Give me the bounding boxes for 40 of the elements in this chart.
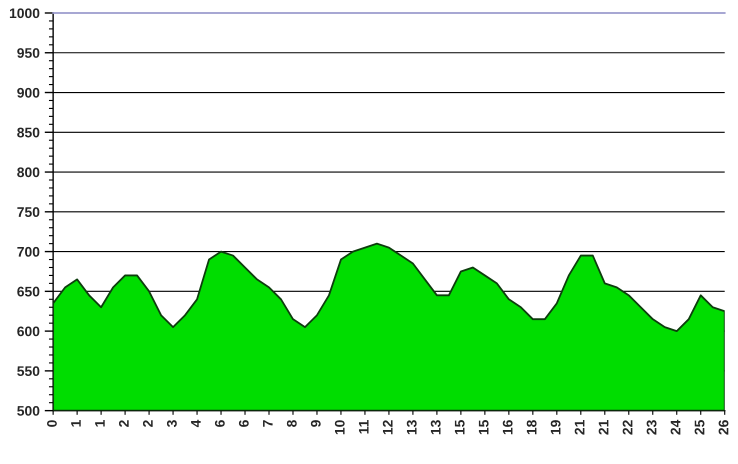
x-tick-label: 26 — [718, 420, 728, 435]
y-tick-label: 1000 — [10, 8, 40, 18]
x-tick-label: 15 — [478, 420, 489, 434]
x-tick-label: 4 — [191, 420, 201, 428]
y-tick-label: 500 — [17, 406, 40, 416]
x-tick-label: 12 — [382, 420, 393, 434]
y-tick-label: 850 — [17, 128, 40, 138]
x-tick-label: 2 — [142, 420, 153, 427]
x-tick-label: 21 — [574, 420, 584, 435]
x-tick-label: 19 — [550, 420, 561, 434]
x-tick-label: 21 — [598, 420, 608, 435]
x-tick-label: 1 — [71, 420, 81, 427]
y-tick-label: 800 — [17, 167, 40, 178]
y-tick-label: 700 — [17, 246, 40, 257]
x-tick-label: 22 — [622, 420, 632, 435]
x-tick-label: 25 — [694, 420, 704, 435]
x-tick-label: 9 — [310, 420, 321, 427]
x-tick-label: 16 — [502, 420, 513, 434]
x-tick-label: 10 — [334, 420, 345, 434]
y-tick-label: 950 — [17, 48, 40, 58]
x-tick-label: 8 — [286, 420, 297, 427]
y-tick-label: 600 — [17, 326, 40, 336]
x-tick-label: 1 — [95, 420, 105, 427]
x-tick-label: 7 — [263, 420, 273, 427]
x-tick-label: 13 — [430, 420, 441, 434]
x-tick-label: 11 — [358, 420, 369, 434]
x-tick-label: 24 — [670, 420, 680, 435]
y-tick-label: 650 — [17, 286, 40, 297]
y-tick-label: 750 — [17, 207, 40, 217]
x-tick-label: 6 — [214, 420, 225, 427]
x-tick-label: 6 — [238, 420, 249, 427]
x-tick-label: 0 — [47, 420, 57, 427]
x-tick-label: 3 — [166, 420, 177, 428]
x-tick-label: 15 — [454, 420, 465, 434]
y-tick-label: 550 — [17, 366, 40, 376]
x-tick-label: 13 — [406, 420, 417, 434]
x-tick-label: 23 — [646, 420, 657, 435]
y-tick-label: 900 — [17, 88, 40, 98]
x-tick-label: 2 — [118, 420, 129, 427]
x-tick-label: 18 — [526, 420, 537, 434]
